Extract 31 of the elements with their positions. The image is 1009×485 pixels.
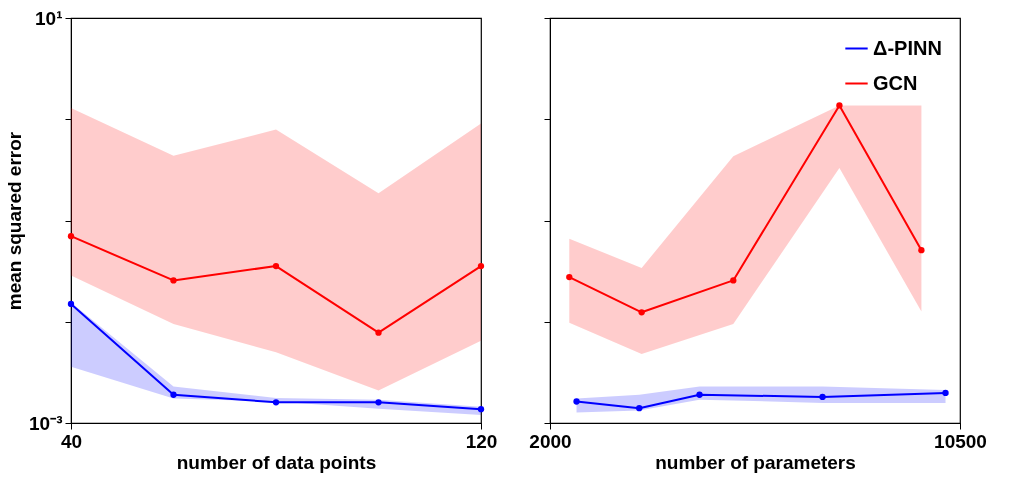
x-axis-title: number of data points: [176, 451, 377, 473]
point: [942, 389, 949, 397]
point: [67, 300, 75, 308]
point: [375, 399, 382, 406]
x-tick-label: 2000: [529, 430, 572, 452]
point: [170, 277, 177, 284]
point: [566, 273, 573, 281]
x-axis-title: number of parameters: [655, 451, 856, 473]
point: [170, 391, 177, 398]
point: [272, 262, 280, 270]
point: [696, 391, 703, 398]
point: [730, 277, 737, 284]
legend-label: GCN: [873, 71, 918, 94]
point: [477, 406, 485, 413]
point: [272, 399, 280, 406]
y-tick-label: 10¹: [35, 7, 63, 29]
point: [375, 329, 382, 336]
point: [636, 405, 643, 412]
point: [477, 262, 485, 270]
point: [573, 398, 580, 405]
legend-label: Δ-PINN: [873, 36, 942, 59]
y-tick-label: 10⁻³: [29, 412, 63, 434]
x-tick-label: 10500: [934, 430, 987, 452]
point: [836, 102, 843, 109]
point: [819, 393, 826, 401]
point: [638, 309, 645, 316]
x-tick-label: 40: [60, 430, 83, 452]
y-axis-title: mean squared error: [4, 131, 26, 311]
point: [918, 247, 925, 254]
x-tick-label: 120: [465, 430, 498, 452]
point: [67, 233, 75, 240]
